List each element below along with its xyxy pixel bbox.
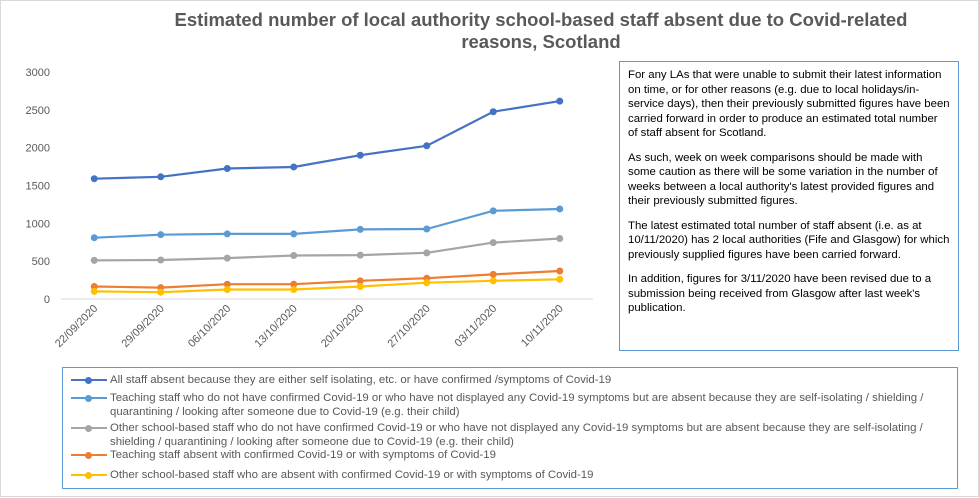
y-tick-label: 1000 bbox=[26, 218, 50, 230]
data-point bbox=[556, 234, 564, 242]
x-tick-label: 29/09/2020 bbox=[119, 303, 166, 350]
legend-label: Other school-based staff who do not have… bbox=[110, 422, 923, 448]
legend-label: All staff absent because they are either… bbox=[110, 374, 612, 386]
legend-item: Teaching staff absent with confirmed Cov… bbox=[63, 448, 953, 478]
series-line bbox=[94, 100, 560, 180]
data-point bbox=[223, 230, 231, 238]
series-line bbox=[94, 237, 560, 262]
x-tick-label: 20/10/2020 bbox=[319, 303, 366, 350]
data-point bbox=[90, 256, 98, 264]
note-box: For any LAs that were unable to submit t… bbox=[619, 61, 959, 351]
data-point bbox=[290, 251, 298, 259]
data-point bbox=[290, 163, 298, 171]
data-point bbox=[157, 256, 165, 264]
legend-swatch-marker bbox=[85, 451, 92, 459]
legend-swatch-marker bbox=[85, 394, 92, 402]
y-tick-label: 3000 bbox=[26, 67, 50, 79]
series-line bbox=[94, 269, 560, 289]
data-point bbox=[223, 254, 231, 262]
data-point bbox=[423, 142, 431, 150]
y-tick-label: 0 bbox=[44, 294, 50, 306]
note-paragraph: As such, week on week comparisons should… bbox=[628, 151, 938, 208]
data-point bbox=[290, 230, 298, 238]
data-point bbox=[489, 270, 497, 278]
y-tick-label: 500 bbox=[32, 256, 50, 268]
data-point bbox=[489, 239, 497, 247]
legend-swatch-marker bbox=[85, 376, 92, 384]
data-point bbox=[556, 97, 564, 105]
chart-title: Estimated number of local authority scho… bbox=[174, 9, 908, 52]
data-point bbox=[489, 277, 497, 285]
legend: All staff absent because they are either… bbox=[62, 367, 958, 489]
data-point bbox=[157, 231, 165, 239]
note-paragraph: For any LAs that were unable to submit t… bbox=[628, 69, 950, 139]
legend-item: Teaching staff who do not have confirmed… bbox=[63, 391, 953, 421]
legend-label: Teaching staff absent with confirmed Cov… bbox=[110, 449, 496, 461]
data-point bbox=[423, 249, 431, 257]
legend-item: Other school-based staff who do not have… bbox=[63, 421, 953, 451]
legend-label: Other school-based staff who are absent … bbox=[110, 469, 594, 481]
data-point bbox=[556, 267, 564, 275]
note-paragraph: In addition, figures for 3/11/2020 have … bbox=[628, 273, 932, 314]
y-tick-label: 2500 bbox=[26, 105, 50, 117]
series-line bbox=[94, 207, 560, 239]
x-tick-label: 27/10/2020 bbox=[385, 303, 432, 350]
x-tick-label: 13/10/2020 bbox=[252, 303, 299, 350]
x-tick-label: 06/10/2020 bbox=[186, 303, 233, 350]
note-paragraph: The latest estimated total number of sta… bbox=[628, 219, 950, 261]
data-point bbox=[356, 151, 364, 159]
data-point bbox=[90, 175, 98, 183]
data-point bbox=[290, 286, 298, 294]
data-point bbox=[356, 251, 364, 259]
data-point bbox=[223, 164, 231, 172]
data-point bbox=[90, 234, 98, 242]
y-tick-label: 2000 bbox=[26, 143, 50, 155]
x-tick-label: 22/09/2020 bbox=[53, 303, 100, 350]
data-point bbox=[157, 288, 165, 296]
data-point bbox=[556, 275, 564, 283]
data-point bbox=[223, 286, 231, 294]
plot-area: 0 500 1000 1500 2000 2500 3000 22/09/2020 29/09/… bbox=[26, 67, 593, 350]
legend-item: All staff absent because they are either… bbox=[63, 373, 953, 403]
data-point bbox=[556, 205, 564, 213]
data-point bbox=[423, 279, 431, 287]
legend-item: Other school-based staff who are absent … bbox=[63, 468, 953, 498]
legend-swatch-marker bbox=[85, 471, 92, 479]
data-point bbox=[489, 207, 497, 215]
data-point bbox=[356, 283, 364, 291]
x-tick-label: 10/11/2020 bbox=[519, 303, 566, 350]
series-line bbox=[94, 278, 560, 294]
data-point bbox=[423, 225, 431, 233]
data-point bbox=[489, 108, 497, 116]
data-point bbox=[356, 277, 364, 285]
legend-label: Teaching staff who do not have confirmed… bbox=[110, 392, 924, 418]
data-point bbox=[356, 225, 364, 233]
legend-swatch-marker bbox=[85, 424, 92, 432]
data-point bbox=[157, 173, 165, 181]
x-tick-label: 03/11/2020 bbox=[453, 303, 500, 350]
y-tick-label: 1500 bbox=[26, 181, 50, 193]
data-point bbox=[90, 287, 98, 295]
